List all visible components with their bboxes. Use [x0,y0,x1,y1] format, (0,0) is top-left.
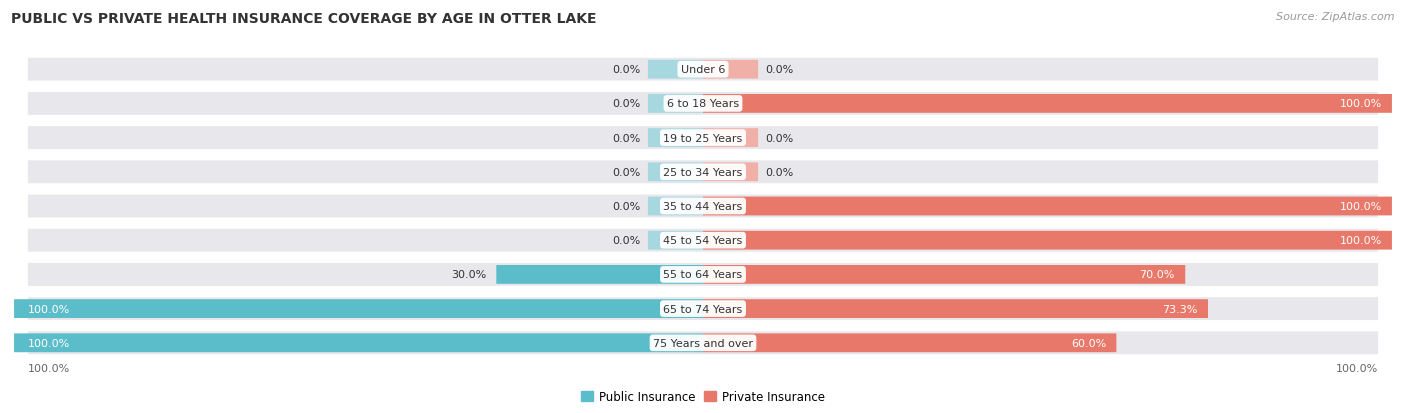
FancyBboxPatch shape [648,163,703,182]
Text: Under 6: Under 6 [681,65,725,75]
Text: 0.0%: 0.0% [613,236,641,246]
Text: 100.0%: 100.0% [1336,363,1378,373]
Text: 0.0%: 0.0% [765,167,793,177]
Text: 6 to 18 Years: 6 to 18 Years [666,99,740,109]
FancyBboxPatch shape [28,59,1378,81]
FancyBboxPatch shape [28,263,1378,286]
FancyBboxPatch shape [28,195,1378,218]
Text: 73.3%: 73.3% [1163,304,1198,314]
FancyBboxPatch shape [703,197,1392,216]
Text: 0.0%: 0.0% [613,167,641,177]
FancyBboxPatch shape [703,61,758,79]
Text: 75 Years and over: 75 Years and over [652,338,754,348]
FancyBboxPatch shape [28,297,1378,320]
Text: 65 to 74 Years: 65 to 74 Years [664,304,742,314]
FancyBboxPatch shape [28,229,1378,252]
Text: 60.0%: 60.0% [1071,338,1107,348]
FancyBboxPatch shape [648,129,703,148]
Text: 30.0%: 30.0% [451,270,486,280]
Text: PUBLIC VS PRIVATE HEALTH INSURANCE COVERAGE BY AGE IN OTTER LAKE: PUBLIC VS PRIVATE HEALTH INSURANCE COVER… [11,12,596,26]
Text: Source: ZipAtlas.com: Source: ZipAtlas.com [1277,12,1395,22]
Text: 70.0%: 70.0% [1139,270,1175,280]
FancyBboxPatch shape [648,61,703,79]
Text: 19 to 25 Years: 19 to 25 Years [664,133,742,143]
FancyBboxPatch shape [28,127,1378,150]
FancyBboxPatch shape [703,95,1392,114]
FancyBboxPatch shape [703,334,1116,352]
Text: 100.0%: 100.0% [28,338,70,348]
Text: 0.0%: 0.0% [765,65,793,75]
FancyBboxPatch shape [703,299,1208,318]
Text: 35 to 44 Years: 35 to 44 Years [664,202,742,211]
FancyBboxPatch shape [703,163,758,182]
FancyBboxPatch shape [648,95,703,114]
Text: 0.0%: 0.0% [613,133,641,143]
Text: 100.0%: 100.0% [1340,236,1382,246]
FancyBboxPatch shape [703,129,758,148]
Text: 100.0%: 100.0% [28,304,70,314]
Text: 0.0%: 0.0% [613,202,641,211]
FancyBboxPatch shape [703,231,1392,250]
FancyBboxPatch shape [14,299,703,318]
Legend: Public Insurance, Private Insurance: Public Insurance, Private Insurance [576,385,830,408]
Text: 0.0%: 0.0% [613,65,641,75]
Text: 100.0%: 100.0% [28,363,70,373]
Text: 45 to 54 Years: 45 to 54 Years [664,236,742,246]
FancyBboxPatch shape [14,334,703,352]
FancyBboxPatch shape [648,231,703,250]
Text: 0.0%: 0.0% [613,99,641,109]
FancyBboxPatch shape [648,197,703,216]
Text: 0.0%: 0.0% [765,133,793,143]
Text: 100.0%: 100.0% [1340,99,1382,109]
Text: 55 to 64 Years: 55 to 64 Years [664,270,742,280]
FancyBboxPatch shape [703,265,1185,284]
Text: 25 to 34 Years: 25 to 34 Years [664,167,742,177]
FancyBboxPatch shape [496,265,703,284]
FancyBboxPatch shape [28,93,1378,116]
Text: 100.0%: 100.0% [1340,202,1382,211]
FancyBboxPatch shape [28,161,1378,184]
FancyBboxPatch shape [28,332,1378,354]
